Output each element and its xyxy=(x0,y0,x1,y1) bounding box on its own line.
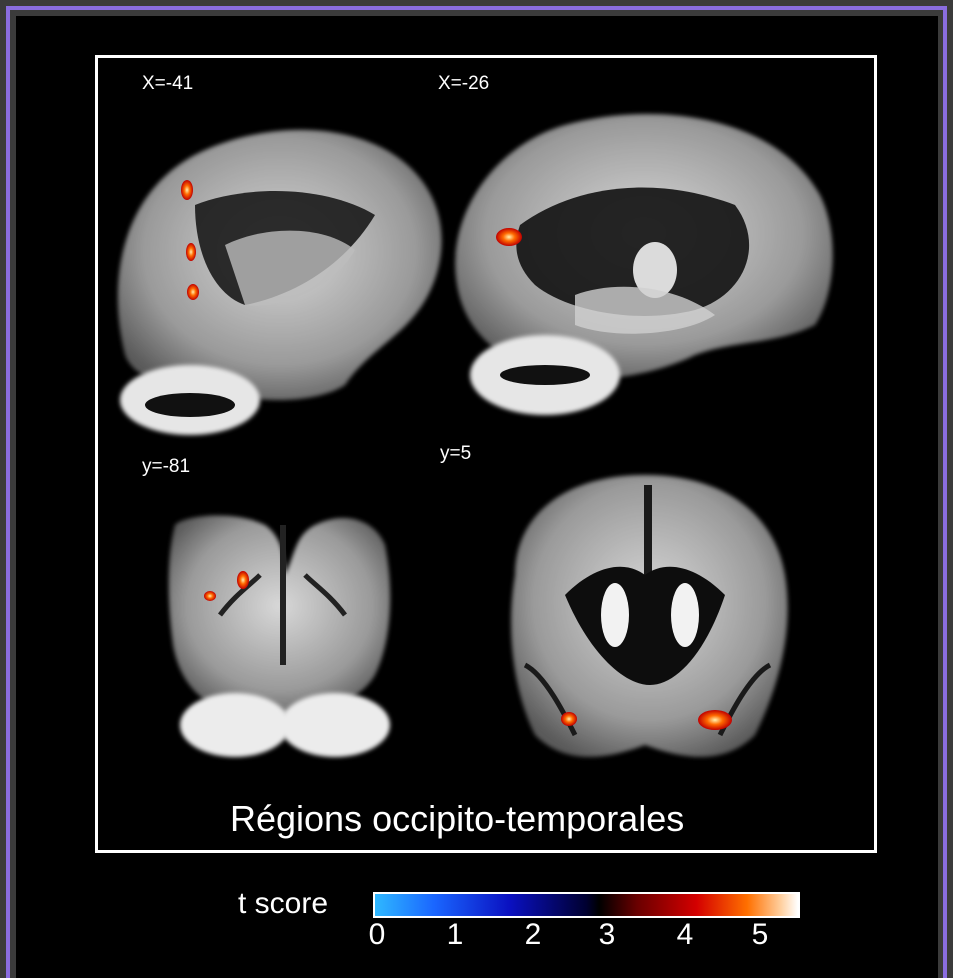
slice-label-y-5: y=5 xyxy=(440,443,471,465)
colorbar-gradient xyxy=(373,892,800,918)
colorbar-tick: 5 xyxy=(752,918,769,952)
activation-blob xyxy=(186,243,196,261)
colorbar-tick: 1 xyxy=(447,918,464,952)
colorbar-tick: 0 xyxy=(369,918,386,952)
slice-label-x-41: X=-41 xyxy=(142,73,193,95)
slice-label-y-81: y=-81 xyxy=(142,456,190,478)
slice-label-x-26: X=-26 xyxy=(438,73,489,95)
slice-coronal-y-81 xyxy=(169,516,390,757)
activation-blob xyxy=(187,284,199,300)
activation-blob xyxy=(561,712,577,726)
brain-slices-panel: X=-41 X=-26 y=-81 y=5 xyxy=(95,55,877,853)
colorbar-tick: 3 xyxy=(599,918,616,952)
activation-blob xyxy=(496,228,522,246)
colorbar-tick: 4 xyxy=(677,918,694,952)
colorbar-label: t score xyxy=(238,887,328,921)
brain-slices-svg xyxy=(95,55,877,853)
activation-blob xyxy=(698,710,732,730)
activation-blob xyxy=(204,591,216,601)
slice-sagittal-x-41 xyxy=(118,130,442,435)
activation-blob xyxy=(237,571,249,589)
slice-sagittal-x-26 xyxy=(455,114,833,415)
slice-coronal-y-5 xyxy=(511,475,788,757)
figure-caption: Régions occipito-temporales xyxy=(230,798,684,840)
colorbar-tick: 2 xyxy=(525,918,542,952)
activation-blob xyxy=(181,180,193,200)
